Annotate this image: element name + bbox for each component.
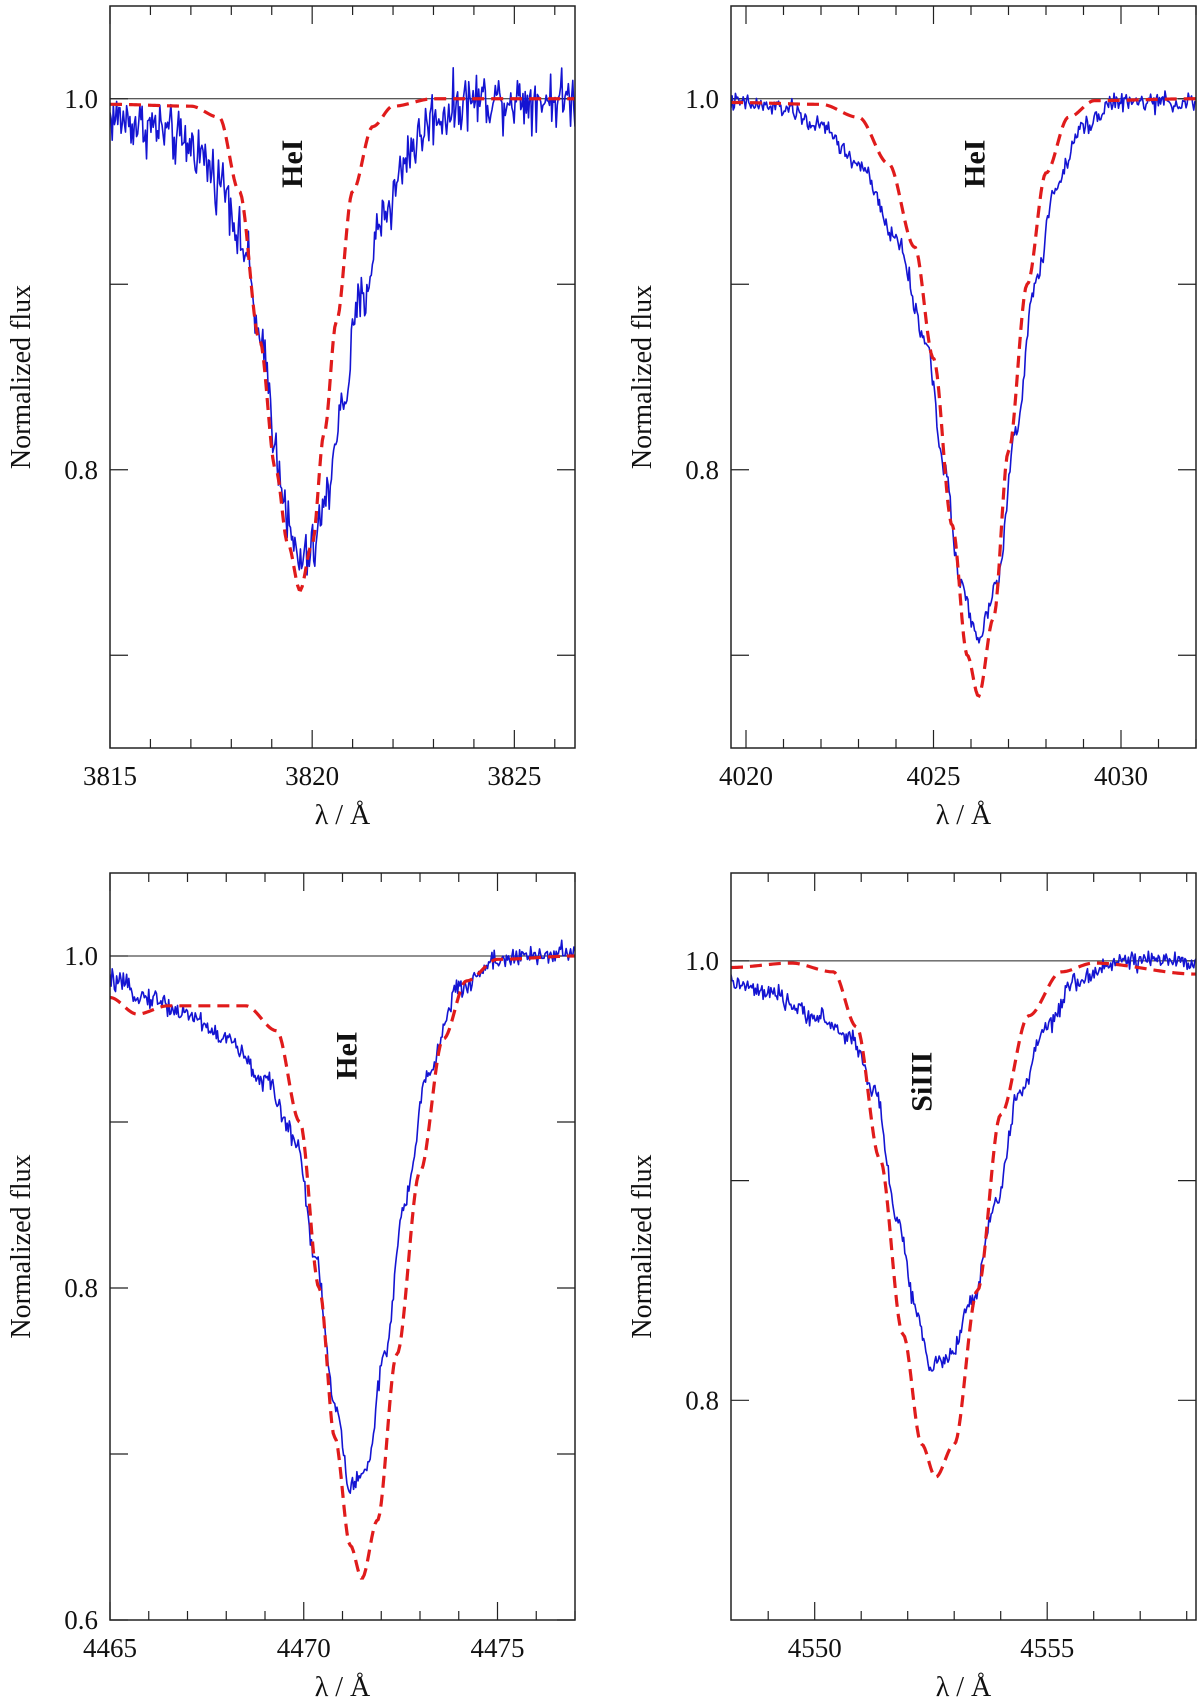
x-tick-label: 4025 — [907, 761, 961, 791]
panel-hei-4026: 4020 4025 4030 1.0 0.8 HeI λ / Å Normalized flu… — [627, 5, 1197, 831]
model-spectrum-line — [731, 961, 1196, 1480]
model-spectrum-line — [731, 97, 1196, 698]
y-axis-label: Normalized flux — [6, 1154, 37, 1338]
panel-siiii-4552: 4550 4555 1.0 0.8 SiIII λ / Å Normalized flux — [627, 872, 1197, 1702]
x-axis-label: λ / Å — [315, 1672, 371, 1702]
x-tick-label: 3820 — [285, 761, 339, 791]
x-tick-label: 4030 — [1094, 761, 1148, 791]
y-axis-label: Normalized flux — [627, 285, 658, 469]
x-axis-label: λ / Å — [315, 800, 371, 831]
x-axis-label: λ / Å — [936, 1672, 992, 1702]
x-tick-label: 3815 — [83, 761, 137, 791]
y-tick-label: 0.8 — [64, 455, 98, 485]
y-tick-label: 0.6 — [64, 1605, 98, 1635]
y-tick-label: 1.0 — [685, 946, 719, 976]
plot-frame — [730, 5, 1197, 749]
line-annotation-hei: HeI — [959, 140, 992, 188]
model-spectrum-line — [110, 954, 575, 1580]
y-axis-label: Normalized flux — [627, 1154, 658, 1338]
y-axis-label: Normalized flux — [6, 285, 37, 469]
y-tick-label: 0.8 — [685, 455, 719, 485]
plot-frame — [730, 872, 1197, 1621]
y-tick-label: 0.8 — [685, 1385, 719, 1415]
observed-spectrum-line — [110, 66, 575, 576]
y-tick-label: 1.0 — [685, 84, 719, 114]
x-axis-label: λ / Å — [936, 800, 992, 831]
observed-spectrum-line — [110, 939, 575, 1494]
line-annotation-hei: HeI — [330, 1031, 363, 1079]
y-tick-label: 1.0 — [64, 941, 98, 971]
x-tick-label: 4470 — [277, 1633, 331, 1663]
panel-hei-4471: 4465 4470 4475 1.0 0.8 0.6 HeI λ / Å Normalized … — [6, 872, 576, 1702]
model-spectrum-line — [110, 97, 575, 592]
panel-hei-3819: 3815 3820 3825 1.0 0.8 HeI λ / Å Normalized flu… — [6, 5, 576, 831]
x-tick-label: 4555 — [1020, 1633, 1074, 1663]
x-tick-label: 3825 — [487, 761, 541, 791]
x-tick-label: 4020 — [719, 761, 773, 791]
plot-frame — [109, 872, 576, 1621]
line-annotation-hei: HeI — [276, 140, 309, 188]
observed-spectrum-line — [731, 90, 1196, 644]
line-annotation-siiii: SiIII — [906, 1052, 939, 1112]
x-tick-label: 4465 — [83, 1633, 137, 1663]
x-tick-label: 4475 — [471, 1633, 525, 1663]
y-tick-label: 1.0 — [64, 84, 98, 114]
observed-spectrum-line — [731, 950, 1196, 1372]
plot-frame — [109, 5, 576, 749]
y-tick-label: 0.8 — [64, 1273, 98, 1303]
x-tick-label: 4550 — [788, 1633, 842, 1663]
